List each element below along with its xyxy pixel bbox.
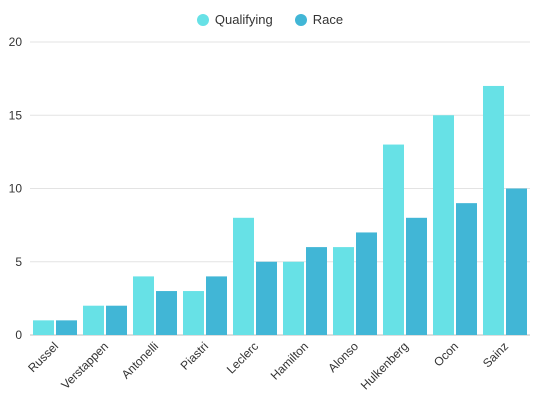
y-tick-label: 20 xyxy=(9,35,23,49)
legend-label-race: Race xyxy=(312,12,344,27)
bar-qualifying-hulkenberg xyxy=(383,144,404,335)
x-tick-label: Hamilton xyxy=(268,339,311,382)
bar-race-antonelli xyxy=(156,291,177,335)
bar-qualifying-ocon xyxy=(433,115,454,335)
x-tick-label: Antonelli xyxy=(119,339,161,381)
bar-race-hamilton xyxy=(306,247,327,335)
legend-swatch-qualifying xyxy=(196,13,209,26)
bar-qualifying-antonelli xyxy=(133,276,154,335)
legend: Qualifying Race xyxy=(0,12,540,27)
bar-qualifying-alonso xyxy=(333,247,354,335)
x-tick-label: Ocon xyxy=(431,339,461,369)
bar-race-leclerc xyxy=(256,261,277,335)
x-tick-label: Russel xyxy=(25,339,61,375)
bar-race-verstappen xyxy=(106,305,127,335)
bar-qualifying-verstappen xyxy=(83,305,104,335)
legend-item-race[interactable]: Race xyxy=(294,12,344,27)
x-tick-label: Sainz xyxy=(480,339,511,370)
bar-qualifying-russel xyxy=(33,320,54,335)
y-tick-label: 15 xyxy=(9,108,23,122)
x-tick-label: Piastri xyxy=(178,339,211,372)
bar-race-ocon xyxy=(456,203,477,335)
legend-label-qualifying: Qualifying xyxy=(214,12,273,27)
y-tick-label: 10 xyxy=(9,182,23,196)
legend-swatch-race xyxy=(294,13,307,26)
bar-race-hulkenberg xyxy=(406,217,427,335)
x-tick-label: Hulkenberg xyxy=(358,339,411,392)
x-tick-label: Alonso xyxy=(325,339,361,375)
y-tick-label: 0 xyxy=(15,328,22,342)
bar-qualifying-hamilton xyxy=(283,261,304,335)
bar-qualifying-sainz xyxy=(483,85,504,335)
bar-race-piastri xyxy=(206,276,227,335)
bar-race-russel xyxy=(56,320,77,335)
bar-race-alonso xyxy=(356,232,377,335)
bar-qualifying-leclerc xyxy=(233,217,254,335)
bar-race-sainz xyxy=(506,188,527,335)
legend-item-qualifying[interactable]: Qualifying xyxy=(196,12,273,27)
bar-qualifying-piastri xyxy=(183,291,204,335)
x-tick-label: Verstappen xyxy=(58,339,111,392)
y-tick-label: 5 xyxy=(15,255,22,269)
x-tick-label: Leclerc xyxy=(224,339,261,376)
